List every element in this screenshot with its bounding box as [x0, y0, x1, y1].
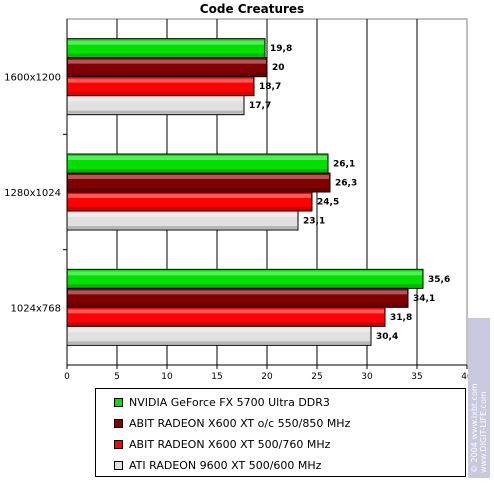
bar-shadow — [68, 72, 266, 76]
bar-shadow — [68, 53, 264, 57]
bar-group — [66, 153, 329, 174]
watermark-line1: © 2004 www.ixbt.com — [470, 383, 479, 473]
bar-highlight — [68, 78, 253, 83]
x-tick-label: 5 — [114, 372, 120, 382]
legend-item-abit-x600: ABIT RADEON X600 XT 500/760 MHz — [114, 436, 330, 452]
x-tick-label: 10 — [161, 372, 173, 382]
bar-highlight — [68, 194, 311, 198]
legend-item-ati-9600xt: ATI RADEON 9600 XT 500/600 MHz — [114, 457, 321, 473]
data-label: 17,7 — [249, 101, 271, 111]
bar-shadow — [68, 169, 327, 172]
bar-shadow — [68, 91, 253, 95]
bar-shadow — [68, 341, 370, 345]
data-label: 26,3 — [335, 179, 357, 189]
bar-shadow — [68, 207, 311, 210]
bar-highlight — [68, 290, 407, 295]
bar-group — [66, 57, 268, 78]
data-label: 20 — [272, 63, 285, 73]
bars — [66, 38, 424, 346]
data-label: 19,8 — [270, 44, 292, 54]
legend-label: NVIDIA GeForce FX 5700 Ultra DDR3 — [129, 395, 330, 409]
bar-group — [66, 306, 386, 327]
legend-swatch — [114, 460, 123, 470]
bar-shadow — [68, 226, 297, 229]
x-tick-label: 35 — [411, 372, 422, 382]
bar-group — [66, 76, 255, 97]
bar-group — [66, 287, 409, 308]
legend-item-abit-x600-oc: ABIT RADEON X600 XT o/c 550/850 MHz — [114, 415, 350, 431]
bar-highlight — [68, 156, 327, 160]
bar-group — [66, 210, 299, 231]
data-labels: 19,8 20 18,7 17,7 26,1 26,3 24,5 23,1 35,6 34,131… — [249, 44, 450, 342]
legend-item-nvidia-fx5700: NVIDIA GeForce FX 5700 Ultra DDR3 — [114, 394, 330, 410]
bar-highlight — [68, 97, 243, 102]
bar-shadow — [68, 188, 329, 191]
bar-group — [66, 325, 372, 346]
x-tick-label: 20 — [261, 372, 273, 382]
data-label: 24,5 — [317, 198, 339, 208]
legend-swatch — [114, 418, 123, 428]
bar-group — [66, 38, 266, 59]
bar-highlight — [68, 213, 297, 217]
category-label: 1600x1200 — [4, 73, 61, 84]
x-axis-ticks: 0 5 10 15 20 25 30 35 40 — [64, 365, 473, 382]
bar-highlight — [68, 40, 264, 45]
bar-shadow — [68, 110, 243, 114]
x-tick-label: 25 — [311, 372, 322, 382]
category-label: 1024x768 — [11, 303, 61, 314]
legend-label: ABIT RADEON X600 XT 500/760 MHz — [129, 437, 331, 451]
bar-group — [66, 95, 245, 116]
data-label: 30,4 — [376, 332, 398, 342]
data-label: 18,7 — [259, 82, 281, 92]
bar-highlight — [68, 271, 422, 276]
bar-group — [66, 191, 313, 212]
watermark-background — [468, 318, 490, 478]
bar-group — [66, 172, 331, 193]
bar-group — [66, 268, 424, 289]
category-labels: 1600x1200 1280x1024 1024x768 — [4, 73, 67, 314]
data-label: 26,1 — [333, 160, 355, 170]
watermark: © 2004 www.ixbt.com www.DIGIT-LIFE.com — [468, 318, 490, 478]
x-tick-label: 40 — [461, 372, 473, 382]
category-label: 1280x1024 — [4, 188, 61, 199]
legend-label: ABIT RADEON X600 XT o/c 550/850 MHz — [129, 416, 351, 430]
bar-highlight — [68, 175, 329, 179]
data-label: 34,1 — [413, 294, 435, 304]
data-label: 35,6 — [428, 275, 450, 285]
bar-highlight — [68, 309, 384, 314]
bar-highlight — [68, 328, 370, 333]
legend-label: ATI RADEON 9600 XT 500/600 MHz — [129, 458, 322, 472]
bar-shadow — [68, 322, 384, 326]
watermark-line2: www.DIGIT-LIFE.com — [479, 391, 488, 473]
legend: NVIDIA GeForce FX 5700 Ultra DDR3 ABIT R… — [95, 388, 466, 477]
legend-swatch — [114, 439, 123, 449]
legend-swatch — [114, 397, 123, 407]
x-tick-label: 15 — [211, 372, 222, 382]
x-tick-label: 30 — [361, 372, 373, 382]
data-label: 31,8 — [390, 313, 412, 323]
data-label: 23,1 — [303, 217, 325, 227]
chart-title: Code Creatures — [200, 2, 304, 16]
bar-shadow — [68, 284, 422, 288]
bar-highlight — [68, 59, 266, 64]
bar-shadow — [68, 303, 407, 307]
x-tick-label: 0 — [64, 372, 70, 382]
